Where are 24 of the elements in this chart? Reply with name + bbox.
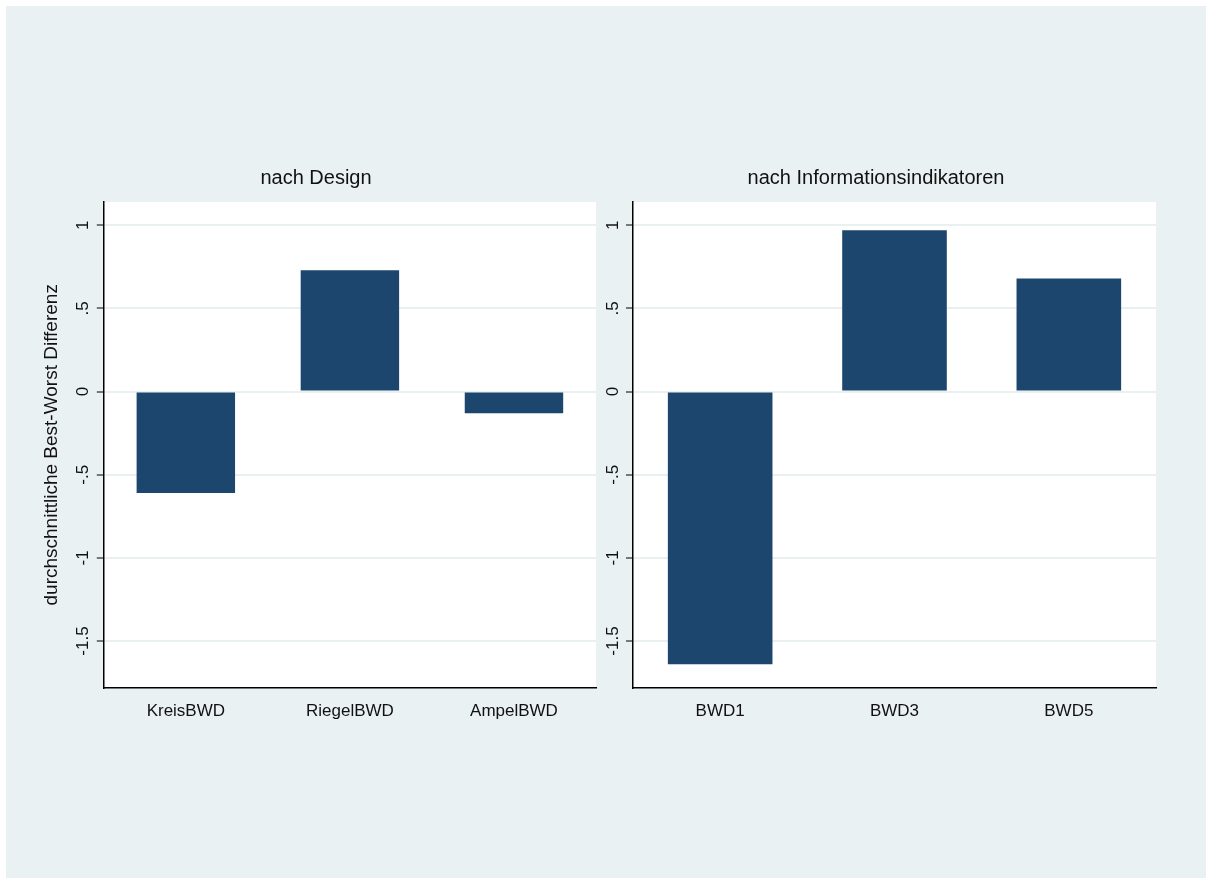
- y-tick-label: .5: [73, 301, 93, 316]
- y-tick-label: 1: [73, 220, 93, 231]
- x-tick-label: BWD3: [869, 701, 920, 721]
- y-tick-label: -.5: [602, 464, 622, 485]
- y-tick-label: 0: [602, 386, 622, 397]
- chart-title: nach Design: [260, 165, 372, 188]
- x-tick-label: RiegelBWD: [305, 701, 394, 721]
- y-tick-label: -.5: [73, 464, 93, 485]
- y-tick-label: 0: [73, 386, 93, 397]
- x-tick-label: BWD1: [695, 701, 745, 721]
- bar: [1016, 278, 1122, 391]
- y-tick-label: -1.5: [73, 626, 93, 656]
- y-tick-label: .5: [602, 301, 622, 316]
- y-tick-label: -1: [602, 550, 622, 566]
- bar: [842, 230, 947, 391]
- y-tick-label: 1: [602, 220, 622, 231]
- x-tick-label: KreisBWD: [146, 701, 226, 721]
- bar: [667, 392, 773, 665]
- y-tick-label: -1: [73, 550, 93, 566]
- chart-title: nach Informationsindikatoren: [747, 165, 1005, 188]
- x-tick-label: AmpelBWD: [470, 701, 558, 721]
- x-tick-label: BWD5: [1044, 701, 1094, 721]
- y-axis-title: durchschnittliche Best-Worst Differenz: [39, 284, 61, 606]
- y-tick-label: -1.5: [602, 626, 622, 656]
